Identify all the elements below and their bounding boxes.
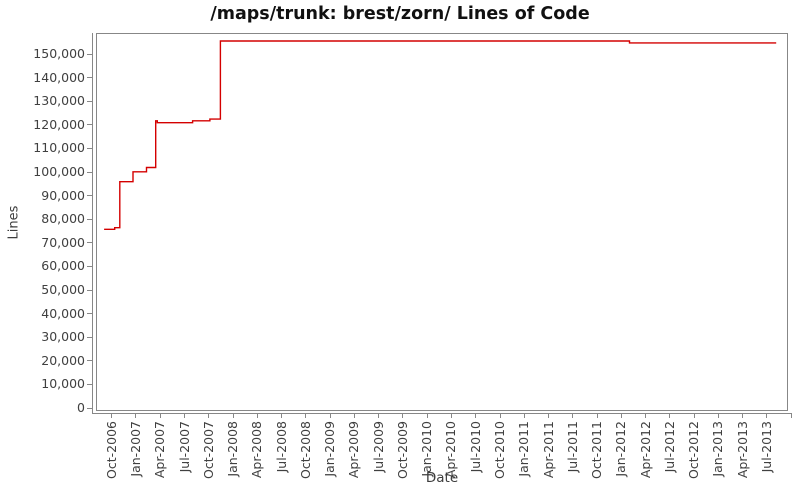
x-tick-mark [378,413,380,418]
x-tick-mark [256,413,258,418]
y-tick-mark [87,407,92,409]
x-tick-label: Jan-2011 [516,421,532,477]
x-tick-mark [281,413,283,418]
chart-title: /maps/trunk: brest/zorn/ Lines of Code [210,4,590,24]
y-tick-label: 60,000 [41,258,85,274]
x-tick-mark [596,413,598,418]
y-tick-mark [87,336,92,338]
y-tick-mark [87,77,92,79]
x-tick-mark [450,413,452,418]
x-tick-mark [353,413,355,418]
y-tick-mark [87,360,92,362]
x-tick-mark [645,413,647,418]
x-tick-label: Jan-2013 [710,421,726,477]
x-tick-label: Apr-2007 [152,421,168,479]
y-tick-mark [87,265,92,267]
x-tick-mark [790,413,792,418]
y-tick-label: 50,000 [41,282,85,297]
x-tick-mark [742,413,744,418]
y-tick-label: 100,000 [33,164,85,179]
x-tick-mark [620,413,622,418]
y-axis-line [92,33,93,414]
y-tick-label: 130,000 [33,93,85,109]
x-tick-mark [499,413,501,418]
x-tick-mark [329,413,331,418]
y-tick-label: 0 [77,400,85,415]
x-tick-mark [717,413,719,418]
x-tick-label: Jul-2008 [273,421,289,473]
x-tick-mark [475,413,477,418]
y-tick-label: 110,000 [33,140,85,156]
y-tick-label: 80,000 [41,211,85,227]
x-tick-label: Jan-2008 [225,421,241,477]
x-tick-mark [402,413,404,418]
x-tick-label: Apr-2013 [734,421,750,479]
x-tick-mark [426,413,428,418]
x-tick-mark [766,413,768,418]
y-tick-mark [87,195,92,197]
y-tick-mark [87,218,92,220]
x-tick-label: Oct-2012 [686,421,702,479]
x-tick-label: Oct-2006 [103,421,119,479]
x-axis-line [92,413,791,414]
y-tick-label: 90,000 [41,187,85,203]
y-tick-mark [87,383,92,385]
y-tick-mark [87,124,92,126]
y-tick-label: 140,000 [33,69,85,85]
y-tick-mark [87,313,92,315]
y-tick-label: 20,000 [41,352,85,368]
x-axis-title: Date [425,470,459,486]
y-tick-label: 150,000 [33,46,85,61]
y-tick-label: 70,000 [41,234,85,250]
x-tick-label: Oct-2007 [200,421,216,479]
y-tick-mark [87,100,92,102]
x-tick-mark [111,413,113,418]
x-tick-mark [208,413,210,418]
x-tick-mark [523,413,525,418]
y-tick-label: 40,000 [41,305,85,321]
y-tick-mark [87,147,92,149]
x-tick-label: Jul-2009 [370,421,386,473]
y-tick-mark [87,289,92,291]
x-tick-mark [693,413,695,418]
x-tick-label: Jul-2013 [758,421,774,473]
x-tick-mark [135,413,137,418]
x-tick-label: Jan-2012 [613,421,629,477]
y-tick-label: 120,000 [33,116,85,132]
y-tick-label: 30,000 [41,329,85,345]
y-tick-mark [87,53,92,55]
x-tick-label: Jan-2009 [322,421,338,477]
y-tick-mark [87,242,92,244]
x-tick-label: Jul-2011 [564,421,580,473]
x-tick-mark [305,413,307,418]
x-tick-mark [548,413,550,418]
x-tick-label: Jan-2010 [419,421,435,477]
y-tick-label: 10,000 [41,376,85,392]
plot-area [96,33,788,411]
x-tick-mark [232,413,234,418]
x-tick-mark [184,413,185,418]
x-tick-label: Jul-2012 [661,421,677,473]
x-tick-mark [572,413,574,418]
x-tick-label: Jul-2007 [176,421,192,473]
x-tick-label: Jul-2010 [467,421,483,473]
x-tick-mark [669,413,671,418]
y-tick-mark [87,171,92,173]
x-tick-mark [159,413,161,418]
x-tick-label: Jan-2007 [127,421,143,477]
